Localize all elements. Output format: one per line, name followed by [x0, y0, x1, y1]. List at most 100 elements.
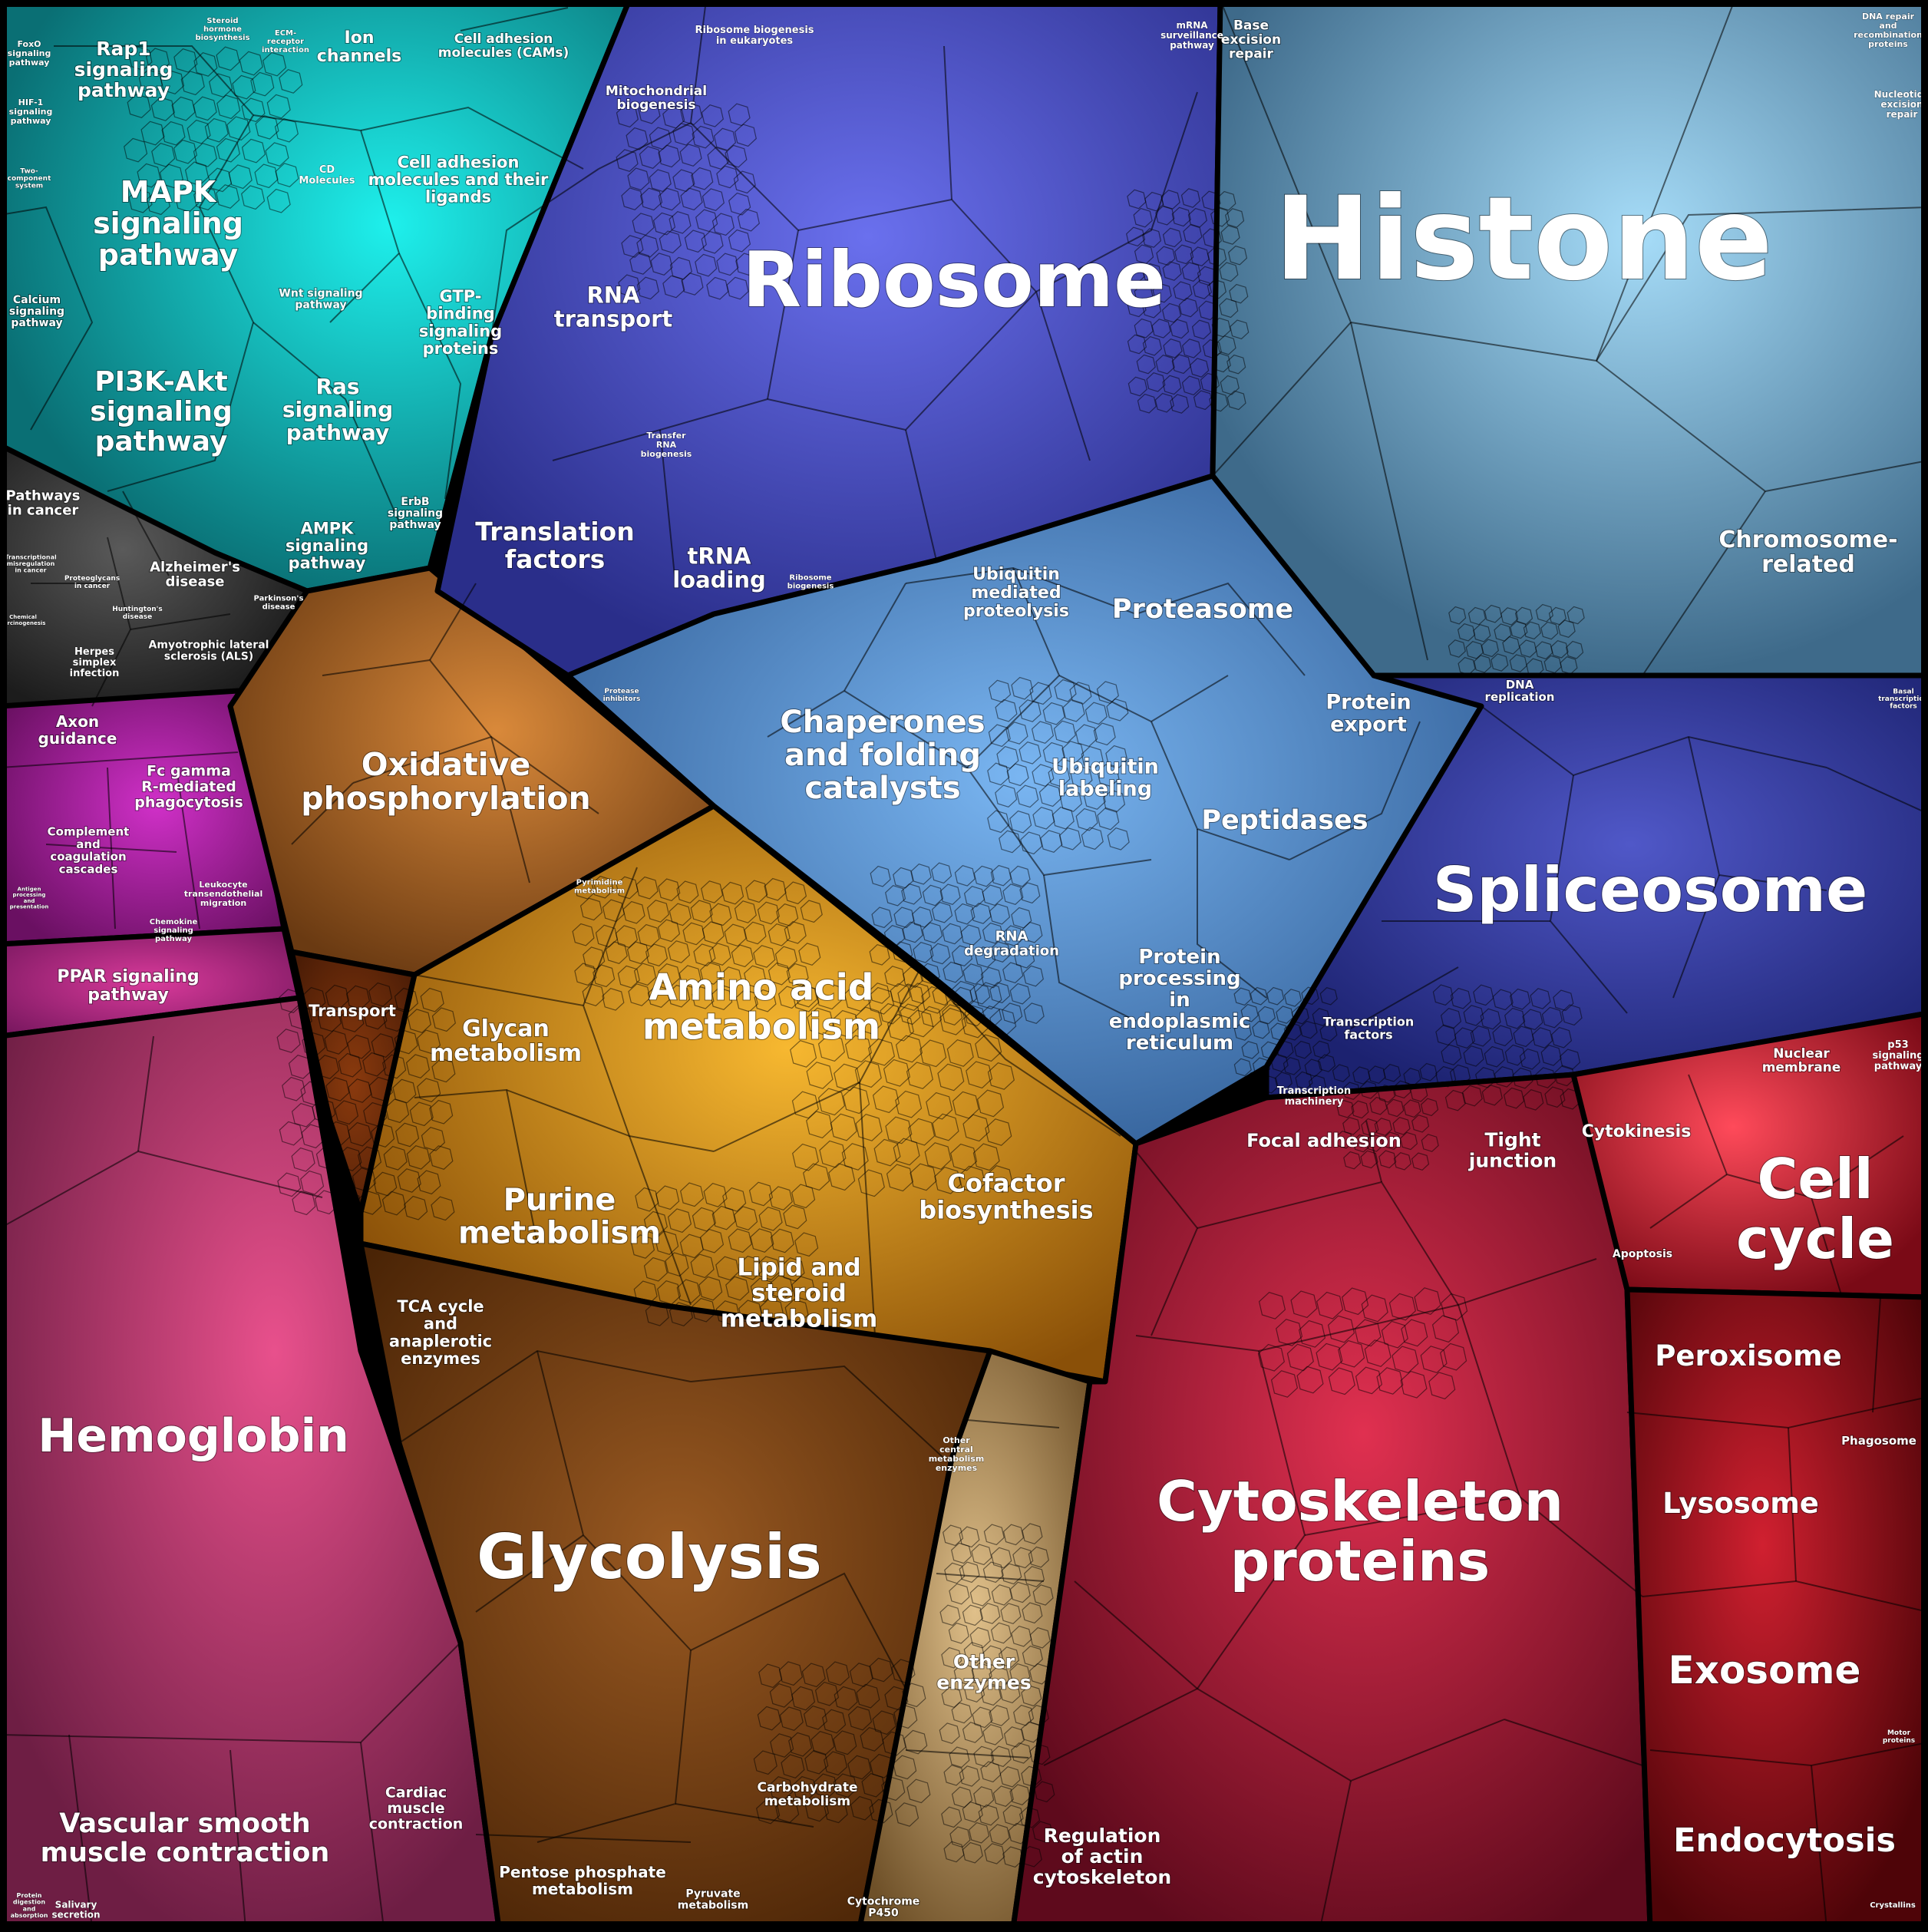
small-cell	[645, 1302, 669, 1326]
small-cell	[649, 169, 672, 193]
small-cell	[1274, 1072, 1292, 1090]
small-cell	[633, 963, 657, 986]
label-ribosome: Ribosome	[742, 235, 1166, 325]
cell-boundary	[45, 844, 177, 853]
label-other-enzymes: Other enzymes	[936, 1651, 1032, 1694]
cell-boundary	[291, 782, 354, 845]
small-cell	[1512, 1067, 1533, 1089]
small-cell	[1013, 1704, 1035, 1726]
small-cell	[1210, 206, 1230, 227]
small-cell	[1342, 1287, 1369, 1316]
small-cell	[987, 810, 1010, 834]
small-cell	[989, 1705, 1010, 1726]
small-cell	[646, 900, 670, 923]
small-cell	[1428, 1372, 1456, 1400]
small-cell	[883, 1058, 911, 1087]
small-cell	[1006, 763, 1029, 787]
label-herpes: Herpes simplex infection	[70, 646, 120, 679]
small-cell	[371, 1123, 395, 1148]
small-cell	[949, 1583, 970, 1605]
cell-boundary	[629, 1135, 692, 1306]
small-cell	[416, 1029, 441, 1055]
small-cell	[1481, 639, 1499, 658]
small-cell	[815, 982, 843, 1010]
small-cell	[971, 1663, 992, 1684]
small-cell	[806, 1111, 834, 1139]
cell-boundary	[1811, 1135, 1904, 1198]
small-cell	[1144, 191, 1164, 212]
small-cell	[734, 124, 757, 147]
small-cell	[1475, 1067, 1497, 1088]
small-cell	[1012, 1547, 1034, 1569]
small-cell	[680, 1182, 705, 1207]
small-cell	[262, 51, 287, 77]
small-cell	[1020, 1721, 1042, 1743]
small-cell	[791, 1686, 816, 1711]
small-cell	[970, 903, 992, 924]
small-cell	[1162, 375, 1182, 395]
small-cell	[1187, 207, 1207, 228]
small-cell	[725, 144, 748, 168]
small-cell	[338, 1147, 362, 1171]
small-cell	[302, 1032, 326, 1056]
small-cell	[1393, 1152, 1411, 1171]
small-cell	[804, 1797, 830, 1822]
cell-boundary	[859, 1082, 876, 1336]
small-cell	[715, 1256, 740, 1281]
small-cell	[954, 865, 976, 887]
small-cell	[1403, 1068, 1421, 1086]
small-cell	[950, 1143, 978, 1171]
small-cell	[672, 169, 695, 193]
small-cell	[834, 1686, 858, 1711]
label-cytochrome: Cytochrome P450	[847, 1895, 920, 1919]
small-cell	[1042, 702, 1065, 725]
small-cell	[659, 230, 682, 254]
cell-boundary	[767, 690, 845, 738]
label-ion-channels: Ion channels	[317, 28, 401, 66]
label-alzheimers: Alzheimer's disease	[150, 559, 240, 590]
small-cell	[385, 1098, 410, 1124]
small-cell	[801, 1663, 826, 1688]
small-cell	[1009, 1663, 1031, 1685]
small-cell	[1105, 745, 1128, 768]
small-cell	[616, 876, 639, 900]
small-cell	[699, 1228, 725, 1253]
small-cell	[872, 1085, 900, 1114]
small-cell	[635, 1187, 659, 1212]
small-cell	[1419, 1062, 1438, 1082]
small-cell	[726, 276, 749, 300]
label-pyruvate: Pyruvate metabolism	[678, 1887, 748, 1911]
small-cell	[1535, 641, 1553, 660]
label-nuclear-membrane: Nuclear membrane	[1762, 1046, 1841, 1075]
small-cell	[1491, 653, 1509, 672]
small-cell	[1509, 654, 1527, 672]
label-amino-acid: Amino acid metabolism	[642, 966, 880, 1048]
cell-boundary	[122, 490, 170, 576]
small-cell	[279, 69, 303, 94]
small-cell	[1301, 986, 1319, 1006]
small-cell	[1270, 1370, 1299, 1398]
small-cell	[895, 1090, 923, 1118]
small-cell	[1523, 621, 1541, 640]
small-cell	[1444, 1089, 1466, 1111]
small-cell	[1467, 606, 1487, 626]
small-cell	[1317, 1054, 1336, 1072]
label-rna-transport: RNA transport	[554, 282, 673, 332]
small-cell	[1126, 226, 1146, 247]
small-cell	[193, 186, 218, 211]
label-protein-export: Protein export	[1326, 690, 1411, 736]
small-cell	[1550, 640, 1569, 659]
small-cell	[1382, 1131, 1401, 1150]
small-cell	[792, 984, 820, 1012]
small-cell	[277, 1172, 302, 1197]
small-cell	[719, 966, 742, 989]
small-cell	[621, 187, 644, 210]
small-cell	[817, 1088, 846, 1116]
small-cell	[1201, 190, 1221, 211]
cell-boundary	[844, 690, 968, 768]
small-cell	[987, 762, 1010, 786]
small-cell	[1229, 283, 1249, 304]
small-cell	[744, 965, 767, 989]
small-cell	[941, 1806, 962, 1828]
small-cell	[1136, 354, 1156, 375]
